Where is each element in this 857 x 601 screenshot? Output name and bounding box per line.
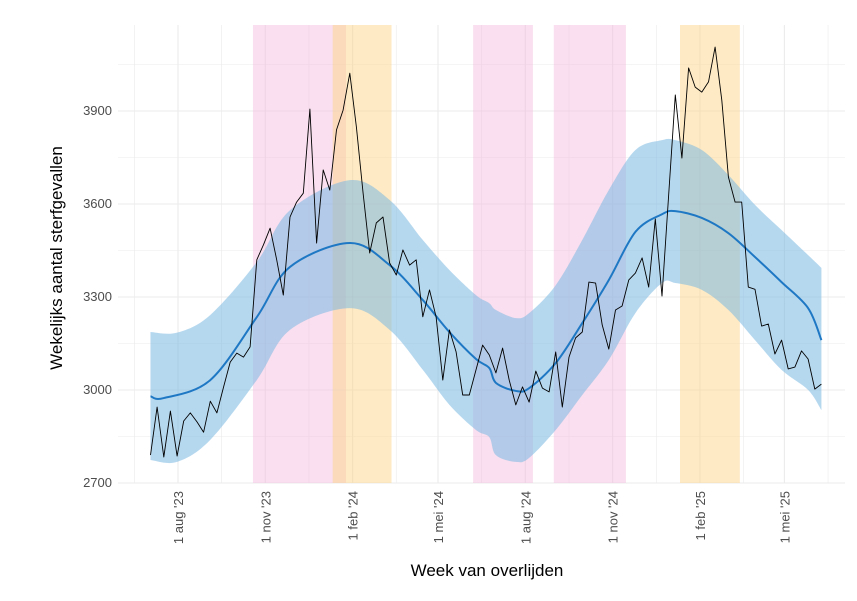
x-tick-label: 1 nov '23	[258, 491, 273, 543]
x-axis-title: Week van overlijden	[411, 561, 564, 580]
x-tick-label: 1 aug '23	[171, 491, 186, 544]
y-axis-ticks: 2700 3000 3300 3600 3900	[83, 103, 112, 490]
x-tick-label: 1 aug '24	[518, 491, 533, 544]
x-tick-label: 1 feb '25	[693, 491, 708, 540]
x-tick-label: 1 nov '24	[606, 491, 621, 543]
y-axis-title: Wekelijks aantal sterfgevallen	[47, 146, 66, 370]
y-tick-label: 3900	[83, 103, 112, 118]
y-tick-label: 3000	[83, 382, 112, 397]
y-tick-label: 3300	[83, 289, 112, 304]
x-axis-ticks: 1 aug '23 1 nov '23 1 feb '24 1 mei '24 1 au…	[171, 491, 792, 544]
x-tick-label: 1 mei '25	[777, 491, 792, 543]
y-tick-label: 2700	[83, 475, 112, 490]
x-tick-label: 1 feb '24	[346, 491, 361, 540]
x-tick-label: 1 mei '24	[431, 491, 446, 543]
y-tick-label: 3600	[83, 196, 112, 211]
